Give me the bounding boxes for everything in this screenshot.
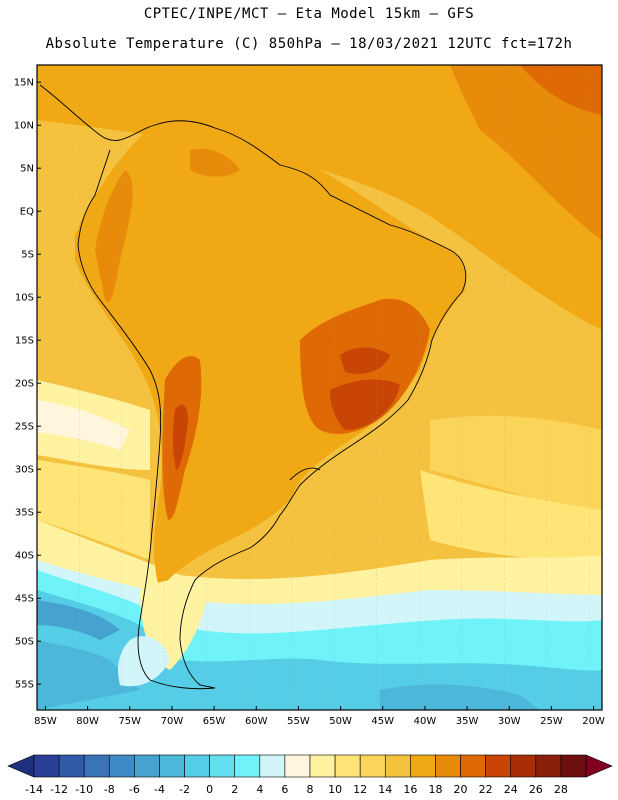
- colorbar-label: 4: [256, 783, 263, 796]
- longitude-labels: 85W 80W 75W 70W 65W 60W 55W 50W 45W 40W 35W 30W 25W 2…: [34, 706, 605, 727]
- lon-label: 75W: [118, 716, 141, 727]
- colorbar-swatch: [309, 754, 336, 778]
- lon-label: 65W: [203, 716, 226, 727]
- lat-label: 15S: [15, 336, 34, 347]
- colorbar-swatch: [334, 754, 361, 778]
- colorbar-label: 8: [307, 783, 314, 796]
- lon-label: 70W: [161, 716, 184, 727]
- lat-label: 5N: [20, 164, 34, 175]
- colorbar-label: -8: [104, 783, 115, 796]
- colorbar-label: 20: [454, 783, 468, 796]
- lon-label: 55W: [287, 716, 310, 727]
- colorbar-label: 24: [504, 783, 518, 796]
- colorbar-label: -4: [154, 783, 165, 796]
- colorbar-swatch: [234, 754, 261, 778]
- colorbar-label: 10: [328, 783, 342, 796]
- colorbar-label: 6: [281, 783, 288, 796]
- lat-label: 35S: [15, 508, 34, 519]
- colorbar-label: 22: [479, 783, 493, 796]
- coastline: [39, 84, 467, 690]
- colorbar-swatch: [410, 754, 436, 778]
- lat-label: 15N: [14, 78, 34, 89]
- lat-label: EQ: [20, 207, 34, 218]
- lat-label: 20S: [15, 379, 34, 390]
- colorbar-label: 26: [529, 783, 543, 796]
- colorbar-swatch: [384, 754, 411, 778]
- lat-label: 10N: [14, 121, 34, 132]
- colorbar-swatch: [510, 754, 537, 778]
- colorbar-swatch: [359, 754, 386, 778]
- colorbar-label: -2: [179, 783, 190, 796]
- colorbar-label: 2: [231, 783, 238, 796]
- colorbar-swatch: [134, 754, 160, 778]
- colorbar-label: 14: [378, 783, 392, 796]
- lon-label: 50W: [329, 716, 352, 727]
- lon-label: 60W: [245, 716, 268, 727]
- colorbar-swatch: [108, 754, 135, 778]
- lat-label: 30S: [15, 465, 34, 476]
- lon-label: 45W: [371, 716, 394, 727]
- lat-label: 50S: [15, 637, 34, 648]
- lon-label: 25W: [540, 716, 563, 727]
- colorbar-swatch: [560, 754, 587, 778]
- lat-label: 45S: [15, 594, 34, 605]
- colorbar-low-arrow: [7, 754, 35, 778]
- colorbar-swatch: [535, 754, 562, 778]
- colorbar-swatch: [83, 754, 110, 778]
- colorbar-swatch: [460, 754, 486, 778]
- lon-label: 40W: [414, 716, 437, 727]
- colorbar-label: 18: [428, 783, 442, 796]
- lat-label: 40S: [15, 551, 34, 562]
- lat-label: 10S: [15, 293, 34, 304]
- lon-label: 35W: [456, 716, 479, 727]
- latitude-labels: 15N 10N 5N EQ 5S 10S 15S 20S 25S 30S 35S 40S 45S 50S 5…: [14, 78, 41, 691]
- colorbar-label: 16: [403, 783, 417, 796]
- colorbar-swatch: [33, 754, 60, 778]
- colorbar-swatch: [159, 754, 185, 778]
- colorbar: -14 -12 -10 -8 -6 -4 -2 0 2 4 6 8 10 12 14 16 18 20 22 24 26…: [7, 754, 613, 796]
- colorbar-swatch: [284, 754, 311, 778]
- lat-label: 5S: [21, 250, 34, 261]
- colorbar-swatch: [485, 754, 512, 778]
- colorbar-swatch: [58, 754, 85, 778]
- map-title-line1: CPTEC/INPE/MCT – Eta Model 15km – GFS: [143, 6, 475, 22]
- lon-label: 80W: [76, 716, 99, 727]
- colorbar-label: -10: [75, 783, 93, 796]
- plot-frame: [36, 64, 603, 711]
- lon-label: 85W: [34, 716, 57, 727]
- lat-label: 25S: [15, 422, 34, 433]
- lat-label: 55S: [15, 680, 34, 691]
- colorbar-label: 0: [206, 783, 213, 796]
- map-title-line2: Absolute Temperature (C) 850hPa – 18/03/…: [45, 36, 573, 52]
- colorbar-swatch: [259, 754, 286, 778]
- lon-label: 30W: [498, 716, 521, 727]
- lon-label: 20W: [582, 716, 605, 727]
- colorbar-label: -6: [129, 783, 140, 796]
- colorbar-swatch: [435, 754, 461, 778]
- colorbar-high-arrow: [585, 754, 613, 778]
- colorbar-label: 12: [353, 783, 367, 796]
- colorbar-swatch: [184, 754, 210, 778]
- colorbar-label: -12: [50, 783, 68, 796]
- colorbar-label: -14: [25, 783, 43, 796]
- colorbar-swatch: [209, 754, 236, 778]
- colorbar-label: 28: [554, 783, 568, 796]
